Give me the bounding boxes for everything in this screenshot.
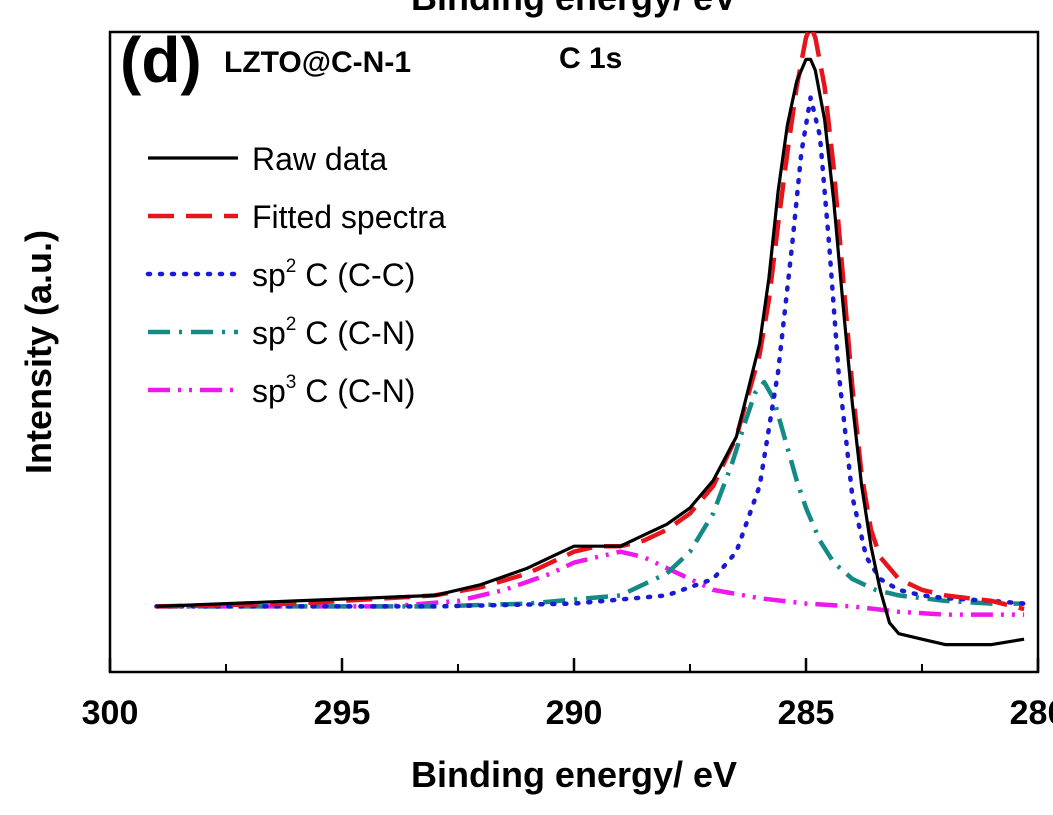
legend-label: sp2 C (C-N): [252, 314, 415, 351]
legend-label: Fitted spectra: [252, 199, 446, 235]
core-level-label: C 1s: [559, 42, 622, 75]
series-line-4: [156, 549, 1025, 617]
legend-label: Raw data: [252, 141, 387, 177]
sample-label: LZTO@C-N-1: [224, 46, 411, 79]
x-axis: 300 295 290 285 280: [82, 658, 1053, 732]
legend-superscript: 2: [286, 314, 297, 335]
legend-text-main: sp: [252, 315, 286, 351]
panel-label: (d): [120, 24, 202, 96]
y-axis-title: Intensity (a.u.): [18, 230, 59, 474]
legend-label: sp3 C (C-N): [252, 372, 415, 409]
legend-text-rest: C (C-N): [296, 373, 415, 409]
x-tick-label: 285: [778, 694, 835, 732]
x-tick-label: 300: [82, 694, 139, 732]
legend-label: sp2 C (C-C): [252, 256, 415, 293]
x-tick-label: 280: [1010, 694, 1053, 732]
legend-superscript: 2: [286, 256, 297, 277]
legend-text-main: sp: [252, 373, 286, 409]
top-title-fragment: Binding energy/ eV: [411, 0, 737, 18]
legend-text-main: Fitted spectra: [252, 199, 446, 235]
legend-text-main: Raw data: [252, 141, 387, 177]
legend-superscript: 3: [286, 372, 297, 393]
legend-text-rest: C (C-C): [296, 257, 415, 293]
legend-text-main: sp: [252, 257, 286, 293]
x-tick-label: 295: [314, 694, 371, 732]
series-line-1: [156, 32, 1025, 612]
series-group: [154, 32, 1027, 647]
x-tick-label: 290: [546, 694, 603, 732]
x-axis-title: Binding energy/ eV: [411, 754, 737, 795]
series-line-0: [156, 57, 1025, 647]
legend-text-rest: C (C-N): [296, 315, 415, 351]
